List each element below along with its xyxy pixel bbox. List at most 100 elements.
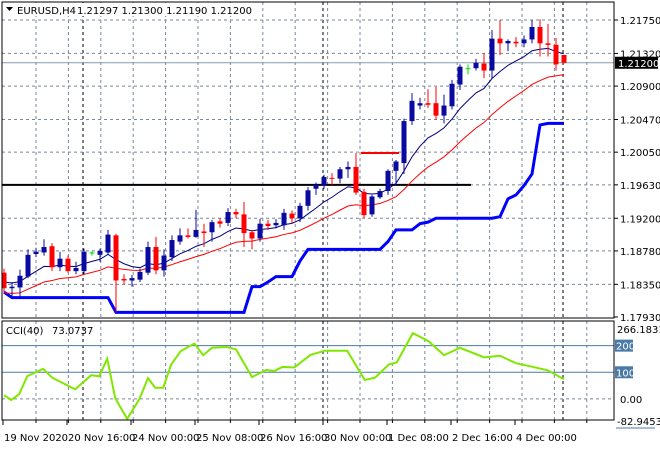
candle[interactable] — [537, 19, 543, 57]
candle[interactable] — [241, 201, 247, 248]
candle-body — [281, 212, 287, 226]
candle[interactable] — [313, 182, 319, 195]
candle[interactable] — [201, 223, 207, 248]
time-axis-label: 24 Nov 00:00 — [132, 433, 199, 444]
candle[interactable] — [17, 269, 23, 298]
candle-body — [49, 246, 55, 268]
candle[interactable] — [385, 169, 391, 195]
time-axis-label: 30 Nov 00:00 — [324, 433, 391, 444]
candle[interactable] — [33, 247, 39, 258]
candle[interactable] — [217, 218, 223, 228]
candle[interactable] — [473, 58, 479, 71]
candle[interactable] — [257, 219, 263, 242]
candle[interactable] — [353, 152, 359, 195]
candle[interactable] — [409, 93, 415, 125]
candle[interactable] — [545, 23, 551, 57]
candle[interactable] — [145, 241, 151, 276]
candle[interactable] — [489, 30, 495, 79]
candle[interactable] — [321, 174, 327, 189]
candle[interactable] — [209, 219, 215, 242]
candle[interactable] — [329, 173, 335, 185]
axes: 1.21750 1.21320 1.20900 1.20470 1.20050 1.196… — [2, 16, 660, 444]
current-price-badge — [615, 56, 658, 69]
candle[interactable] — [393, 159, 399, 186]
candle[interactable] — [65, 255, 71, 273]
grid — [2, 2, 614, 420]
triangle-down-icon[interactable] — [6, 7, 13, 11]
candle[interactable] — [225, 208, 231, 227]
cci-line — [3, 331, 565, 421]
candle[interactable] — [289, 210, 295, 224]
candles — [1, 19, 567, 313]
cci-panel — [2, 331, 614, 421]
candle-body — [217, 221, 223, 224]
candle-body — [65, 258, 71, 272]
candle[interactable] — [273, 219, 279, 229]
cci-level-label: 200 — [616, 342, 635, 353]
candle[interactable] — [337, 166, 343, 184]
cci-level-badge — [615, 366, 633, 379]
candle[interactable] — [433, 86, 439, 120]
candle-body — [393, 161, 399, 171]
candle-body — [433, 103, 439, 116]
candle[interactable] — [113, 233, 119, 313]
candle-body — [353, 166, 359, 193]
candle[interactable] — [345, 161, 351, 178]
candle[interactable] — [89, 250, 95, 256]
candle[interactable] — [417, 97, 423, 110]
candle[interactable] — [265, 219, 271, 230]
candle[interactable] — [57, 251, 63, 272]
candle[interactable] — [465, 64, 471, 75]
candle[interactable] — [9, 282, 15, 298]
candle[interactable] — [513, 37, 519, 48]
candle[interactable] — [369, 194, 375, 217]
candle[interactable] — [529, 20, 535, 44]
candle[interactable] — [305, 187, 311, 211]
candle[interactable] — [497, 20, 503, 55]
candle[interactable] — [449, 79, 455, 110]
candle[interactable] — [521, 35, 527, 48]
candle[interactable] — [425, 89, 431, 108]
candle[interactable] — [553, 37, 559, 71]
candle[interactable] — [25, 249, 31, 279]
candle[interactable] — [73, 261, 79, 275]
candle-body — [209, 222, 215, 233]
candle-body — [9, 286, 15, 289]
candle[interactable] — [481, 53, 487, 79]
candle[interactable] — [41, 239, 47, 256]
candle[interactable] — [185, 228, 191, 239]
candle[interactable] — [129, 275, 135, 287]
price-axis-label: 1.21320 — [620, 49, 660, 60]
candle[interactable] — [561, 54, 567, 64]
candle[interactable] — [249, 229, 255, 250]
candle-body — [129, 278, 135, 281]
candle[interactable] — [153, 236, 159, 275]
candle[interactable] — [505, 39, 511, 52]
candle[interactable] — [361, 188, 367, 219]
cci-min-label: -82.9453 — [617, 417, 660, 428]
candle[interactable] — [1, 268, 7, 293]
candle[interactable] — [105, 229, 111, 255]
candle[interactable] — [233, 208, 239, 219]
candle[interactable] — [81, 248, 87, 275]
candle[interactable] — [441, 94, 447, 124]
candle[interactable] — [137, 268, 143, 283]
candle[interactable] — [121, 274, 127, 285]
candle-body — [169, 240, 175, 258]
candle-body — [193, 229, 199, 237]
candle-body — [417, 103, 423, 106]
candle[interactable] — [177, 228, 183, 245]
candle-body — [545, 43, 551, 45]
time-axis-label: 26 Nov 16:00 — [260, 433, 327, 444]
candle[interactable] — [161, 249, 167, 277]
candle[interactable] — [49, 243, 55, 272]
candle[interactable] — [97, 248, 103, 262]
candle[interactable] — [281, 208, 287, 230]
candle[interactable] — [377, 188, 383, 199]
candle[interactable] — [169, 235, 175, 262]
candle[interactable] — [193, 209, 199, 238]
candle[interactable] — [297, 202, 303, 223]
candle[interactable] — [401, 118, 407, 174]
candle[interactable] — [457, 64, 463, 90]
